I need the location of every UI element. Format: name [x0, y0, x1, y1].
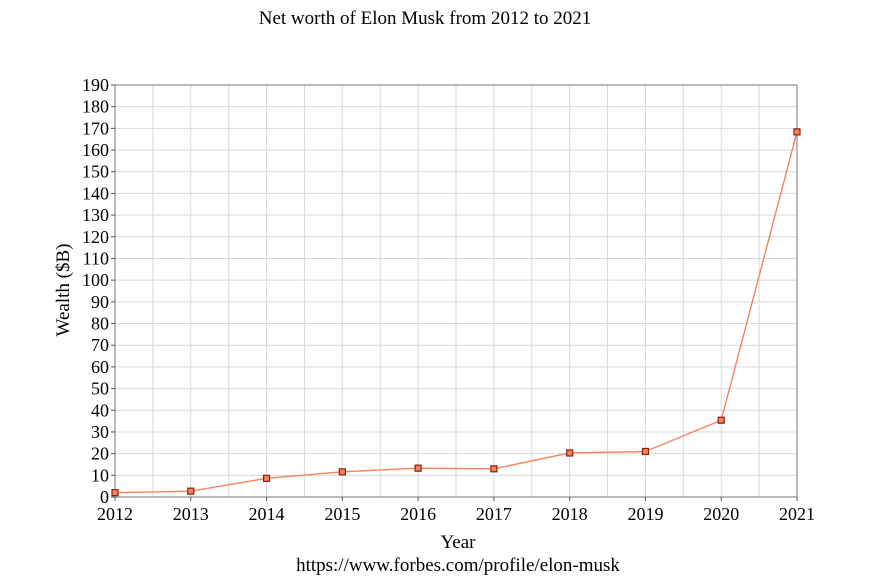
y-axis: 0102030405060708090100110120130140150160… [82, 75, 115, 507]
data-point-2015 [338, 468, 346, 476]
chart-title: Net worth of Elon Musk from 2012 to 2021 [259, 8, 591, 29]
x-tick-label: 2015 [324, 504, 360, 524]
y-tick-label: 120 [82, 227, 109, 247]
series-layer [111, 128, 801, 497]
data-point-2014 [262, 474, 271, 482]
x-tick-label: 2016 [400, 504, 436, 524]
x-axis: 2012 2013 2014 2015 2016 2017 2018 2019 2020 2021 [97, 497, 815, 524]
y-tick-label: 130 [82, 205, 109, 225]
y-tick-label: 100 [82, 270, 109, 290]
y-tick-label: 160 [82, 140, 109, 160]
x-tick-label: 2020 [703, 504, 739, 524]
x-tick-label: 2012 [97, 504, 133, 524]
y-tick-label: 170 [82, 118, 109, 138]
y-tick-label: 150 [82, 162, 109, 182]
data-point-2016 [414, 464, 422, 472]
x-tick-label: 2021 [779, 504, 815, 524]
x-tick-label: 2017 [476, 504, 512, 524]
series-line [114, 131, 798, 494]
y-tick-label: 110 [83, 248, 109, 268]
data-point-2012 [111, 489, 119, 497]
y-tick-label: 0 [100, 487, 109, 507]
data-point-2020 [717, 416, 725, 424]
y-tick-label: 80 [91, 314, 109, 334]
data-point-2018 [566, 449, 574, 457]
y-tick-label: 70 [91, 335, 109, 355]
y-tick-label: 90 [91, 292, 109, 312]
y-tick-label: 180 [82, 97, 109, 117]
data-point-2021 [793, 128, 801, 136]
data-point-2017 [490, 465, 498, 473]
y-tick-label: 60 [91, 357, 109, 377]
y-tick-label: 190 [82, 75, 109, 95]
y-tick-label: 40 [91, 400, 109, 420]
x-tick-label: 2018 [552, 504, 588, 524]
y-tick-label: 20 [91, 444, 109, 464]
y-tick-label: 140 [82, 183, 109, 203]
source-link[interactable]: https://www.forbes.com/profile/elon-musk [296, 555, 620, 576]
data-point-2013 [187, 487, 195, 495]
x-tick-label: 2013 [173, 504, 209, 524]
data-point-2019 [641, 447, 650, 456]
x-tick-label: 2019 [627, 504, 663, 524]
grid [114, 84, 798, 498]
plot-area [114, 84, 798, 498]
y-tick-label: 10 [91, 465, 109, 485]
y-tick-label: 30 [91, 422, 109, 442]
x-tick-label: 2014 [249, 504, 285, 524]
x-axis-label: Year [440, 532, 476, 553]
y-tick-label: 50 [91, 379, 109, 399]
y-axis-label: Wealth ($B) [53, 244, 74, 337]
